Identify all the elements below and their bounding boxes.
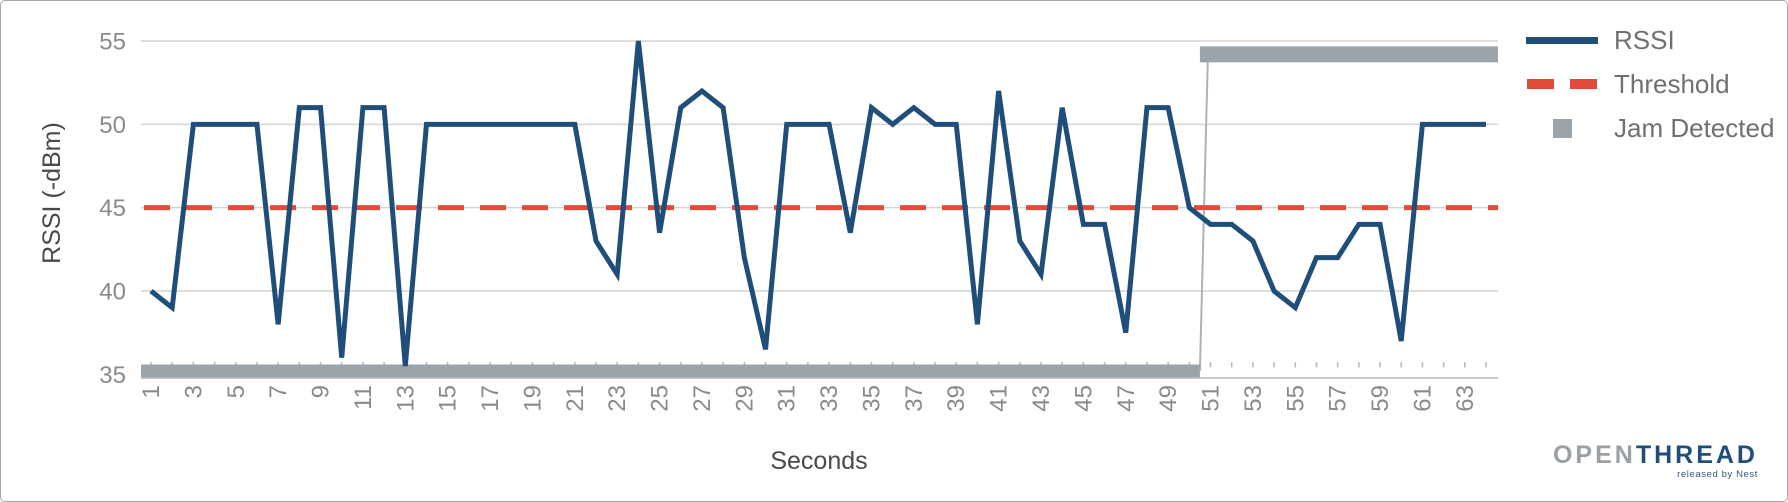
x-tick-label: 57 xyxy=(1325,385,1352,412)
x-tick-label: 21 xyxy=(562,385,589,412)
x-tick-label: 37 xyxy=(901,385,928,412)
legend-item-threshold: Threshold xyxy=(1526,69,1730,99)
x-tick-label: 59 xyxy=(1367,385,1394,412)
x-tick-label: 27 xyxy=(689,385,716,412)
x-tick-label: 51 xyxy=(1198,385,1225,412)
x-tick-label: 47 xyxy=(1113,385,1140,412)
x-tick-label: 43 xyxy=(1028,385,1055,412)
x-tick-label: 41 xyxy=(986,385,1013,412)
y-tick-label: 35 xyxy=(99,362,126,389)
jam-square-swatch-icon xyxy=(1526,118,1598,138)
logo-text-thread: THREAD xyxy=(1635,441,1758,469)
x-tick-label: 3 xyxy=(180,385,207,398)
x-tick-label: 53 xyxy=(1240,385,1267,412)
logo-tagline: released by Nest xyxy=(1677,469,1758,480)
rssi-line-swatch-icon xyxy=(1526,36,1598,44)
x-tick-label: 1 xyxy=(138,385,165,398)
x-tick-label: 49 xyxy=(1155,385,1182,412)
jam-detected-bar xyxy=(141,364,1200,378)
x-tick-label: 23 xyxy=(604,385,631,412)
y-tick-label: 45 xyxy=(99,195,126,222)
x-tick-label: 31 xyxy=(774,385,801,412)
legend-label-jam-detected: Jam Detected xyxy=(1614,112,1775,143)
x-tick-label: 63 xyxy=(1452,385,1479,412)
legend-item-rssi: RSSI xyxy=(1526,25,1675,55)
x-tick-label: 25 xyxy=(647,385,674,412)
x-tick-label: 17 xyxy=(477,385,504,412)
x-tick-label: 11 xyxy=(350,385,377,410)
jam-detected-bar xyxy=(1199,46,1498,63)
x-tick-label: 29 xyxy=(731,385,758,412)
x-tick-label: 33 xyxy=(816,385,843,412)
legend-label-rssi: RSSI xyxy=(1614,24,1675,55)
threshold-dash-swatch-icon xyxy=(1526,79,1598,89)
x-tick-label: 61 xyxy=(1409,385,1436,412)
rssi-line xyxy=(149,40,1486,367)
y-tick-label: 50 xyxy=(99,112,126,139)
legend-label-threshold: Threshold xyxy=(1614,68,1730,99)
legend-item-jam-detected: Jam Detected xyxy=(1526,113,1774,143)
x-tick-label: 39 xyxy=(943,385,970,412)
x-tick-label: 5 xyxy=(223,385,250,398)
openthread-logo: OPENTHREAD released by Nest xyxy=(1553,442,1758,480)
y-axis-title: RSSI (-dBm) xyxy=(38,122,66,264)
x-tick-label: 9 xyxy=(308,385,335,398)
x-tick-label: 55 xyxy=(1282,385,1309,412)
openthread-logo-wordmark: OPENTHREAD xyxy=(1553,442,1758,468)
x-tick-label: 15 xyxy=(435,385,462,412)
x-tick-label: 19 xyxy=(519,385,546,412)
x-tick-label: 45 xyxy=(1070,385,1097,412)
y-tick-label: 55 xyxy=(99,29,126,56)
x-tick-label: 13 xyxy=(392,385,419,412)
logo-text-open: OPEN xyxy=(1552,441,1636,469)
y-tick-label: 40 xyxy=(99,279,126,306)
x-axis-title: Seconds xyxy=(770,447,868,475)
x-tick-label: 7 xyxy=(265,385,292,398)
jam-transition-line xyxy=(1198,53,1209,372)
x-tick-label: 35 xyxy=(858,385,885,412)
